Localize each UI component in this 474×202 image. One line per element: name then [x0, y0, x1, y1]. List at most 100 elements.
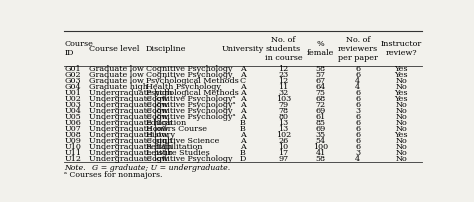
Text: Undergraduate high: Undergraduate high: [89, 137, 172, 145]
Text: G01: G01: [65, 65, 82, 73]
Text: 64: 64: [315, 83, 326, 91]
Text: 6: 6: [355, 119, 360, 127]
Text: Cognitive Psychology: Cognitive Psychology: [146, 71, 232, 79]
Text: Undergraduate low: Undergraduate low: [89, 125, 168, 133]
Text: 3: 3: [355, 107, 360, 115]
Text: Undergraduate low: Undergraduate low: [89, 101, 168, 109]
Text: History: History: [146, 131, 175, 139]
Text: Graduate high: Graduate high: [89, 83, 147, 91]
Text: U11: U11: [65, 149, 82, 157]
Text: Course
ID: Course ID: [65, 40, 94, 57]
Text: B: B: [239, 119, 246, 127]
Text: Health Psychology: Health Psychology: [146, 83, 220, 91]
Text: 80: 80: [278, 113, 288, 121]
Text: Graduate low: Graduate low: [89, 71, 144, 79]
Text: 103: 103: [276, 95, 291, 103]
Text: Cognitive Psychologyᵃ: Cognitive Psychologyᵃ: [146, 95, 235, 103]
Text: U07: U07: [65, 125, 82, 133]
Text: A: A: [239, 143, 246, 151]
Text: 61: 61: [315, 113, 326, 121]
Text: Cognitive Psychology: Cognitive Psychology: [146, 155, 232, 163]
Text: 11: 11: [278, 83, 289, 91]
Text: U06: U06: [65, 119, 82, 127]
Text: U12: U12: [65, 155, 82, 163]
Text: Instructor
review?: Instructor review?: [381, 40, 422, 57]
Text: 4: 4: [355, 77, 360, 85]
Text: A: A: [239, 71, 246, 79]
Text: 6: 6: [355, 143, 360, 151]
Text: 85: 85: [316, 119, 326, 127]
Text: Cognitive Psychologyᵃ: Cognitive Psychologyᵃ: [146, 113, 235, 121]
Text: 58: 58: [316, 65, 326, 73]
Text: Cognitive Science: Cognitive Science: [146, 137, 219, 145]
Text: 100: 100: [313, 143, 328, 151]
Text: ᵃ Courses for nonmajors.: ᵃ Courses for nonmajors.: [64, 171, 162, 179]
Text: No: No: [395, 125, 407, 133]
Text: Note.  G = graduate; U = undergraduate.: Note. G = graduate; U = undergraduate.: [64, 164, 230, 172]
Text: U08: U08: [65, 131, 82, 139]
Text: No: No: [395, 101, 407, 109]
Text: G04: G04: [65, 83, 82, 91]
Text: 72: 72: [316, 101, 326, 109]
Text: A: A: [239, 107, 246, 115]
Text: U03: U03: [65, 101, 82, 109]
Text: 6: 6: [355, 89, 360, 97]
Text: U05: U05: [65, 113, 82, 121]
Text: Undergraduate high: Undergraduate high: [89, 149, 172, 157]
Text: 102: 102: [276, 131, 291, 139]
Text: 35: 35: [316, 131, 326, 139]
Text: University: University: [221, 45, 264, 53]
Text: U10: U10: [65, 143, 82, 151]
Text: 26: 26: [278, 137, 289, 145]
Text: 41: 41: [315, 149, 326, 157]
Text: C: C: [239, 77, 246, 85]
Text: 57: 57: [316, 71, 326, 79]
Text: 4: 4: [355, 83, 360, 91]
Text: G02: G02: [65, 71, 82, 79]
Text: 32: 32: [278, 89, 289, 97]
Text: 97: 97: [278, 155, 288, 163]
Text: 79: 79: [278, 101, 288, 109]
Text: Leisure Studies: Leisure Studies: [146, 149, 210, 157]
Text: %
female: % female: [307, 40, 334, 57]
Text: 6: 6: [355, 125, 360, 133]
Text: A: A: [239, 89, 246, 97]
Text: U04: U04: [65, 107, 82, 115]
Text: D: D: [239, 155, 246, 163]
Text: A: A: [239, 83, 246, 91]
Text: Undergraduate high: Undergraduate high: [89, 119, 172, 127]
Text: B: B: [239, 125, 246, 133]
Text: Undergraduate low: Undergraduate low: [89, 113, 168, 121]
Text: Graduate low: Graduate low: [89, 65, 144, 73]
Text: 4: 4: [355, 155, 360, 163]
Text: 23: 23: [278, 71, 289, 79]
Text: Cognitive Psychologyᵃ: Cognitive Psychologyᵃ: [146, 101, 235, 109]
Text: No: No: [395, 119, 407, 127]
Text: Education: Education: [146, 119, 187, 127]
Text: A: A: [239, 131, 246, 139]
Text: Graduate low: Graduate low: [89, 77, 144, 85]
Text: Discipline: Discipline: [146, 45, 186, 53]
Text: 67: 67: [316, 77, 326, 85]
Text: Psychological Methods: Psychological Methods: [146, 89, 238, 97]
Text: 58: 58: [316, 155, 326, 163]
Text: 6: 6: [355, 65, 360, 73]
Text: 69: 69: [315, 125, 326, 133]
Text: 6: 6: [355, 113, 360, 121]
Text: 12: 12: [278, 65, 289, 73]
Text: 17: 17: [278, 149, 288, 157]
Text: Undergraduate high: Undergraduate high: [89, 143, 172, 151]
Text: No: No: [395, 77, 407, 85]
Text: Cognitive Psychology: Cognitive Psychology: [146, 65, 232, 73]
Text: 10: 10: [278, 143, 288, 151]
Text: Yes: Yes: [394, 95, 408, 103]
Text: 54: 54: [316, 137, 326, 145]
Text: Yes: Yes: [394, 65, 408, 73]
Text: A: A: [239, 101, 246, 109]
Text: No: No: [395, 155, 407, 163]
Text: Cognitive Psychology: Cognitive Psychology: [146, 107, 232, 115]
Text: A: A: [239, 65, 246, 73]
Text: Undergraduate low: Undergraduate low: [89, 155, 168, 163]
Text: Yes: Yes: [394, 71, 408, 79]
Text: No: No: [395, 149, 407, 157]
